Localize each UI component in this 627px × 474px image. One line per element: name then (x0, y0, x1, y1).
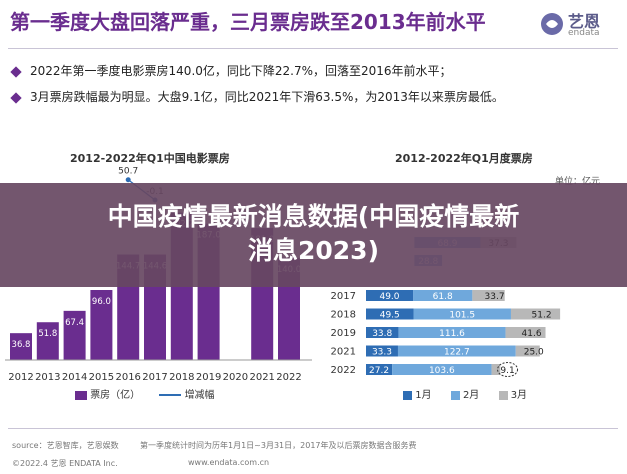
y-tick-label: 2022 (331, 365, 356, 376)
bar-2012 (10, 333, 32, 360)
segment-2021-0 (366, 345, 398, 357)
segment-2022-0 (366, 364, 393, 375)
bar-value-label: 96.0 (92, 297, 111, 307)
banner-title: 中国疫情最新消息数据(中国疫情最新 消息2023) (0, 200, 627, 268)
legend-feb: 2月 (462, 390, 480, 401)
left-chart-title: 2012-2022年Q1中国电影票房 (70, 152, 230, 165)
segment-2019-0 (366, 327, 399, 338)
swatch-feb-icon (450, 390, 460, 400)
endata-logo-icon (541, 13, 563, 35)
left-legend: 票房（亿） 增减幅 (75, 386, 215, 401)
segment-value-label: 9.1 (500, 366, 514, 376)
segment-value-label: 49.0 (379, 292, 399, 302)
swatch-mar-icon (498, 390, 508, 400)
segment-value-label: 33.7 (485, 292, 505, 302)
bullet-item-2: 3月票房跌幅最为明显。大盘9.1亿，同比2021年下滑63.5%，为2013年以… (10, 88, 504, 105)
bar-value-label: 51.8 (38, 329, 57, 339)
footer-source: source：艺恩智库，艺恩娱数 (12, 441, 119, 450)
bar-swatch-icon (75, 390, 87, 400)
logo-name: 艺恩 (568, 12, 601, 31)
legend-jan: 1月 (415, 390, 432, 401)
diamond-bullet-icon (10, 91, 22, 104)
line-swatch-icon (159, 394, 182, 396)
segment-value-label: 61.8 (433, 292, 453, 302)
segment-2019-1 (398, 327, 506, 338)
page-headline: 第一季度大盘回落严重，三月票房跌至2013年前水平 (10, 10, 486, 34)
bar-2015 (90, 290, 113, 360)
unit-label: 单位：亿元 (555, 177, 601, 187)
footer-note: 第一季度统计时间为历年1月1日~3月31日，2017年及以后票房数据含服务费 (140, 441, 417, 450)
footer-url[interactable]: www.endata.com.cn (188, 458, 270, 467)
segment-2018-2 (510, 308, 561, 320)
right-legend: 1月 2月 3月 (403, 386, 527, 401)
bullet-text: 2022年第一季度电影票房140.0亿，同比下降22.7%，回落至2016年前水… (30, 64, 452, 78)
bar-2014 (63, 310, 86, 360)
swatch-jan-icon (403, 390, 412, 400)
x-tick-label: 2013 (35, 372, 60, 383)
x-tick-label: 2018 (169, 372, 194, 383)
segment-2022-2 (491, 364, 501, 375)
footer-divider (8, 428, 618, 429)
segment-value-label: 27.2 (369, 366, 389, 376)
x-tick-label: 2015 (89, 372, 114, 383)
bar-value-label: 67.4 (65, 318, 84, 328)
x-tick-label: 2022 (276, 372, 301, 383)
segment-2017-2 (472, 290, 505, 301)
x-tick-label: 2021 (249, 372, 274, 383)
y-tick-label: 2018 (331, 310, 356, 321)
x-tick-label: 2017 (142, 372, 167, 383)
segment-2017-1 (413, 290, 473, 301)
segment-2018-1 (413, 308, 511, 320)
segment-2019-2 (505, 327, 546, 338)
segment-value-label: 25.0 (524, 348, 544, 358)
right-chart-title: 2012-2022年Q1月度票房 (395, 152, 533, 165)
segment-value-label: 122.7 (444, 348, 470, 358)
legend-line-label: 增减幅 (184, 390, 215, 401)
x-tick-label: 2020 (223, 372, 248, 383)
header-divider (8, 48, 618, 49)
highlight-circle (497, 362, 519, 377)
segment-value-label: 33.3 (372, 348, 392, 358)
y-tick-label: 2019 (331, 328, 356, 339)
line-value-label: 50.7 (118, 167, 138, 177)
segment-2021-2 (515, 345, 540, 357)
x-tick-label: 2019 (196, 372, 221, 383)
banner-line-1: 中国疫情最新消息数据(中国疫情最新 (107, 202, 520, 231)
segment-value-label: 49.5 (380, 311, 400, 321)
bar-value-label: 36.8 (12, 340, 31, 350)
x-tick-label: 2016 (115, 372, 140, 383)
segment-value-label: 41.6 (522, 329, 542, 339)
segment-2017-0 (366, 290, 414, 301)
segment-2022-1 (392, 364, 492, 375)
logo-subtitle: endata (568, 28, 600, 38)
segment-value-label: 101.5 (449, 311, 475, 321)
legend-bars-label: 票房（亿） (90, 390, 141, 401)
y-tick-label: 2021 (331, 347, 356, 358)
title-banner (0, 183, 627, 287)
y-tick-label: 2017 (331, 291, 356, 302)
segment-value-label: 111.6 (439, 329, 465, 339)
bullet-item-1: 2022年第一季度电影票房140.0亿，同比下降22.7%，回落至2016年前水… (10, 62, 452, 79)
segment-value-label: 103.6 (429, 366, 455, 376)
banner-line-2: 消息2023) (247, 236, 379, 265)
segment-2018-0 (366, 308, 414, 320)
segment-2021-1 (397, 345, 516, 357)
legend-mar: 3月 (510, 390, 528, 401)
segment-value-label: 51.2 (532, 311, 552, 321)
segment-value-label: 33.8 (372, 329, 392, 339)
bullet-text: 3月票房跌幅最为明显。大盘9.1亿，同比2021年下滑63.5%，为2013年以… (30, 90, 504, 104)
x-tick-label: 2014 (62, 372, 87, 383)
x-tick-label: 2012 (8, 372, 33, 383)
diamond-bullet-icon (10, 65, 22, 78)
bar-2013 (36, 322, 59, 360)
footer-copyright: ©2022.4 艺恩 ENDATA Inc. (12, 459, 118, 468)
